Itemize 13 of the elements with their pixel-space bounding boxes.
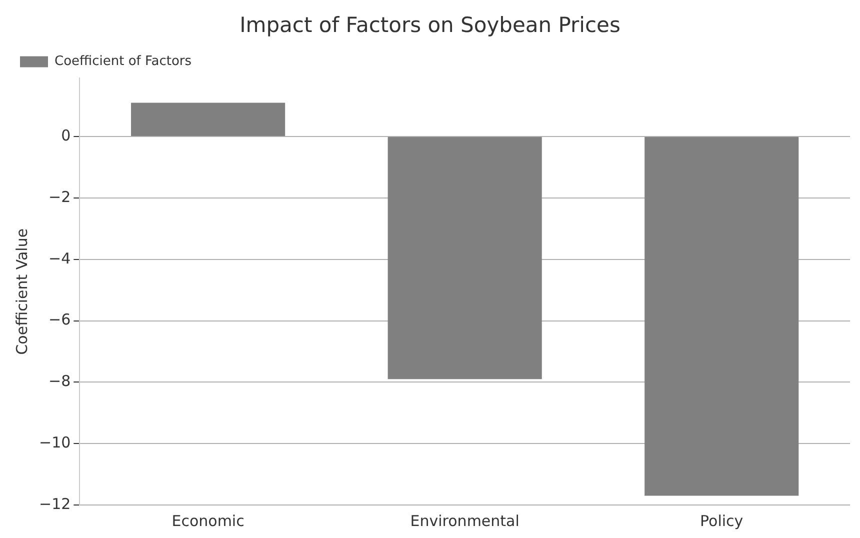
- y-axis-title: Coefficient Value: [12, 228, 31, 355]
- y-tick-label: −12: [39, 494, 71, 513]
- x-tick-label: Economic: [172, 512, 244, 530]
- legend-label: Coefficient of Factors: [54, 54, 192, 70]
- chart-title: Impact of Factors on Soybean Prices: [240, 13, 620, 38]
- x-tick-label: Policy: [700, 512, 744, 530]
- y-tick-label: −10: [39, 433, 71, 452]
- y-tick-label: −6: [48, 310, 71, 329]
- y-tick-label: −4: [48, 249, 71, 268]
- y-tick-label: 0: [61, 126, 71, 144]
- y-tick-label: −2: [48, 188, 71, 206]
- y-tick-label: −8: [48, 372, 71, 390]
- x-tick-label: Environmental: [410, 512, 520, 530]
